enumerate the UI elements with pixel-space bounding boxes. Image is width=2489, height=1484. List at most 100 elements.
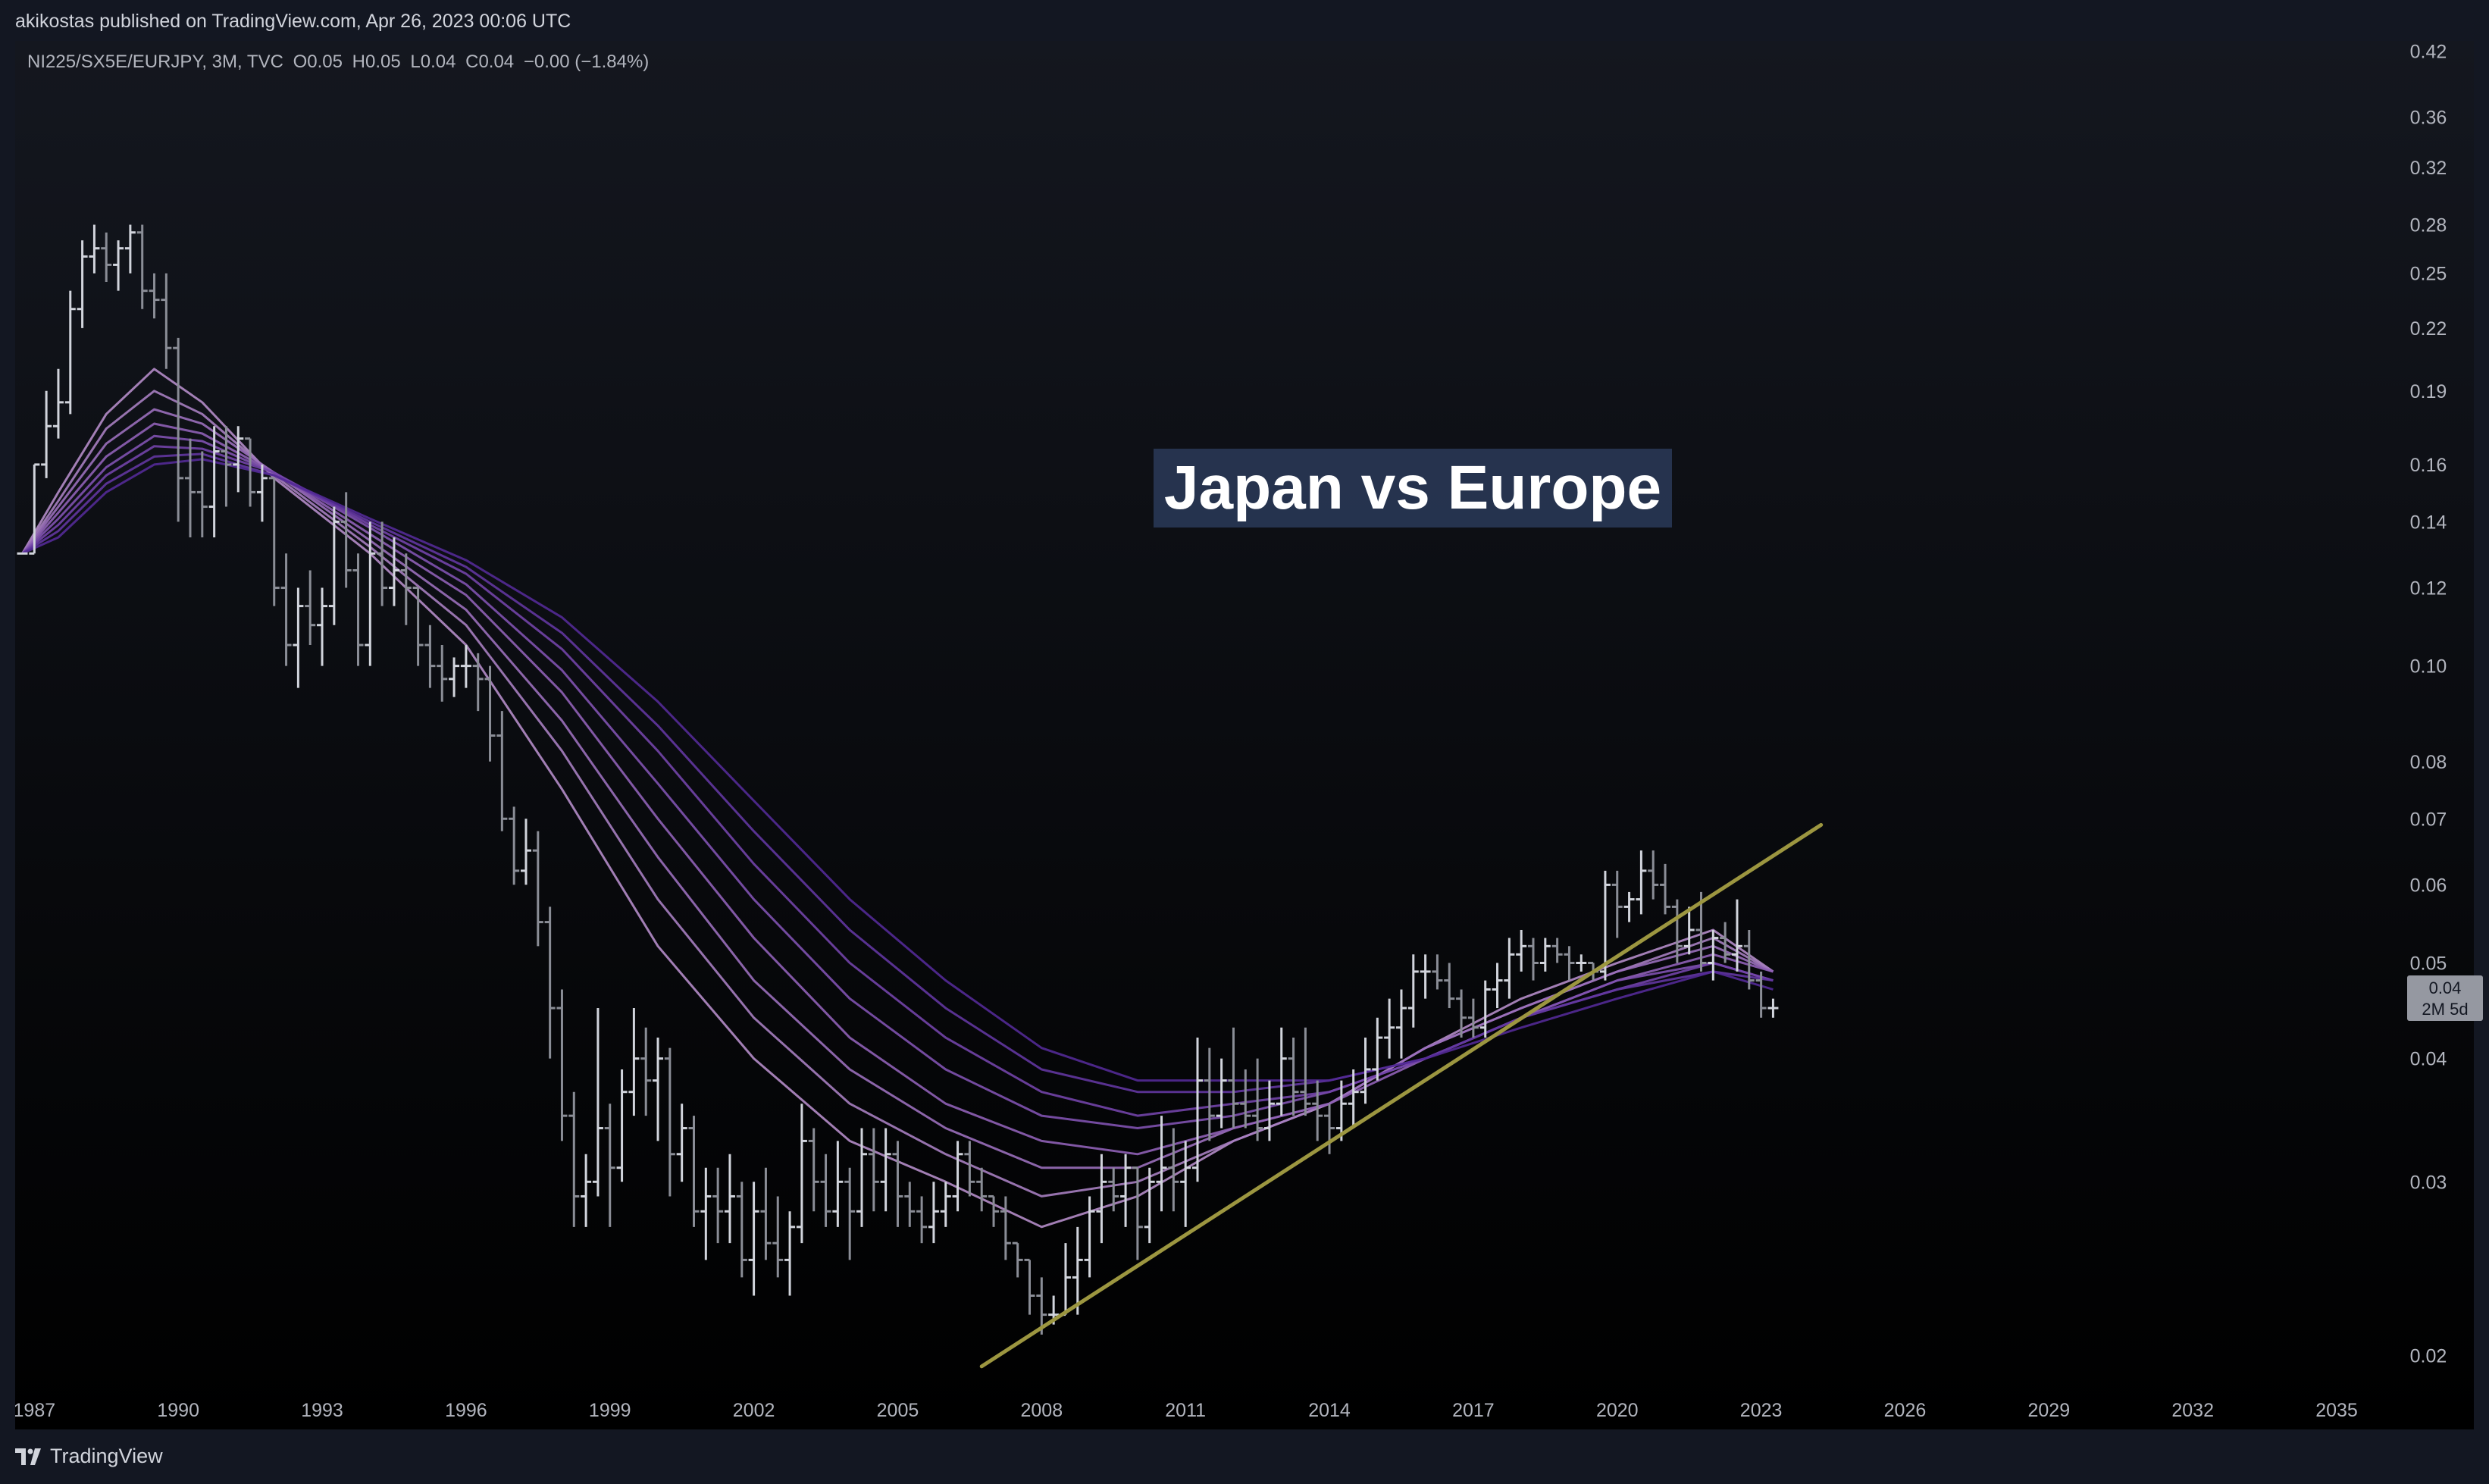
time-tick-label: 2023 [1740, 1400, 1783, 1421]
time-tick-label: 1990 [157, 1400, 199, 1421]
price-bar [1288, 1038, 1299, 1116]
time-tick-label: 2011 [1165, 1400, 1206, 1421]
price-bar [1168, 1128, 1179, 1212]
bottom-bar: TradingView [0, 1429, 2489, 1484]
price-tick-label: 0.12 [2410, 578, 2447, 600]
price-bar [412, 587, 424, 666]
price-bar [472, 653, 484, 712]
price-bar [1564, 946, 1575, 981]
price-bar [1576, 954, 1587, 972]
price-bar [844, 1167, 856, 1260]
chart-title[interactable]: Japan vs Europe [1163, 453, 1662, 522]
price-bar [1695, 891, 1707, 972]
price-bar [328, 506, 340, 625]
time-tick-label: 2026 [1884, 1400, 1927, 1421]
price-bar [1204, 1047, 1215, 1141]
price-tick-label: 0.10 [2410, 656, 2447, 678]
price-bar [1096, 1154, 1107, 1244]
price-bar [1551, 938, 1563, 963]
price-bar [952, 1141, 963, 1212]
price-bar [149, 273, 160, 319]
price-bar [1252, 1058, 1263, 1141]
price-bar [1743, 929, 1755, 990]
trendline-layer[interactable] [979, 822, 1824, 1369]
time-tick-label: 2008 [1021, 1400, 1063, 1421]
price-bar [892, 1141, 903, 1227]
legend-symbol: NI225/SX5E/EURJPY, 3M, TVC [27, 52, 283, 72]
time-tick-label: 2002 [733, 1400, 775, 1421]
tradingview-brand[interactable]: TradingView [15, 1445, 163, 1468]
legend-open: O0.05 [293, 52, 343, 72]
price-bar [904, 1182, 916, 1227]
price-bar [856, 1128, 867, 1227]
price-bar [592, 1008, 603, 1197]
price-bar [340, 492, 352, 588]
price-bar [940, 1182, 951, 1227]
price-bar [208, 426, 220, 537]
price-bar [1372, 1017, 1383, 1081]
price-bar [832, 1141, 844, 1227]
price-bar [1036, 1277, 1047, 1335]
brand-name: TradingView [50, 1445, 163, 1467]
price-bar [820, 1154, 831, 1227]
price-tick-label: 0.04 [2410, 1049, 2447, 1070]
price-bar [688, 1116, 700, 1227]
price-bar [760, 1167, 772, 1260]
chart-area[interactable]: 0.42 0.36 0.32 0.28 0.25 0.22 0.19 0.16 0.14 0.12… [14, 41, 2483, 1429]
price-bars [17, 224, 1779, 1335]
price-bar [245, 437, 256, 507]
price-tick-label: 0.22 [2410, 318, 2447, 340]
price-bar [268, 477, 280, 606]
price-bar [484, 665, 496, 762]
price-tick-label: 0.03 [2410, 1172, 2447, 1193]
price-bar [1623, 891, 1635, 922]
price-bar [1683, 906, 1695, 955]
price-bar [1324, 1104, 1335, 1154]
price-bar [424, 625, 436, 688]
price-bar [1012, 1241, 1023, 1278]
price-bar [868, 1128, 879, 1212]
price-bar [400, 553, 412, 625]
chart-svg[interactable]: 0.42 0.36 0.32 0.28 0.25 0.22 0.19 0.16 0.14 0.12… [14, 41, 2474, 1429]
price-bar [880, 1128, 891, 1212]
price-bar [437, 645, 448, 702]
price-bar [1539, 938, 1551, 972]
price-bar [77, 240, 88, 328]
time-tick-label: 1999 [589, 1400, 631, 1421]
time-tick-label: 2035 [2315, 1400, 2358, 1421]
price-bar [1120, 1154, 1132, 1227]
price-tick-label: 0.05 [2410, 953, 2447, 974]
time-tick-label: 1993 [301, 1400, 343, 1421]
price-bar [1636, 850, 1647, 915]
price-bar [1395, 989, 1407, 1059]
price-bar [52, 368, 64, 439]
price-bar [124, 224, 136, 274]
price-tick-label: 0.07 [2410, 809, 2447, 830]
price-bar [568, 1091, 580, 1227]
price-bar [280, 553, 292, 666]
price-tick-label: 0.16 [2410, 455, 2447, 476]
price-tick-label: 0.32 [2410, 158, 2447, 179]
price-bar [1192, 1038, 1203, 1182]
price-tick-label: 0.36 [2410, 107, 2447, 128]
price-bar [1335, 1080, 1347, 1141]
price-axis[interactable]: 0.42 0.36 0.32 0.28 0.25 0.22 0.19 0.16 0.14 0.12… [2410, 41, 2447, 1367]
price-bar [808, 1128, 819, 1212]
chart-title-background [1154, 449, 1672, 528]
time-axis[interactable]: 1987 1990 1993 1996 1999 2002 2005 2008 2011 2014… [14, 1400, 2358, 1421]
price-bar [1611, 870, 1623, 938]
price-tick-label: 0.28 [2410, 215, 2447, 236]
price-bar [664, 1047, 675, 1197]
price-bar [1492, 963, 1503, 1009]
price-bar [29, 463, 40, 555]
price-bar [1276, 1027, 1287, 1116]
price-bar [1467, 998, 1479, 1038]
last-price-tag: 0.04 2M 5d [2407, 975, 2483, 1021]
price-bar [796, 1104, 807, 1244]
price-bar [1456, 989, 1467, 1038]
price-bar [136, 224, 148, 309]
price-bar [365, 521, 376, 666]
symbol-legend[interactable]: NI225/SX5E/EURJPY, 3M, TVC O0.05 H0.05 L… [27, 52, 653, 73]
price-bar [509, 806, 520, 885]
price-bar [1407, 954, 1419, 1028]
